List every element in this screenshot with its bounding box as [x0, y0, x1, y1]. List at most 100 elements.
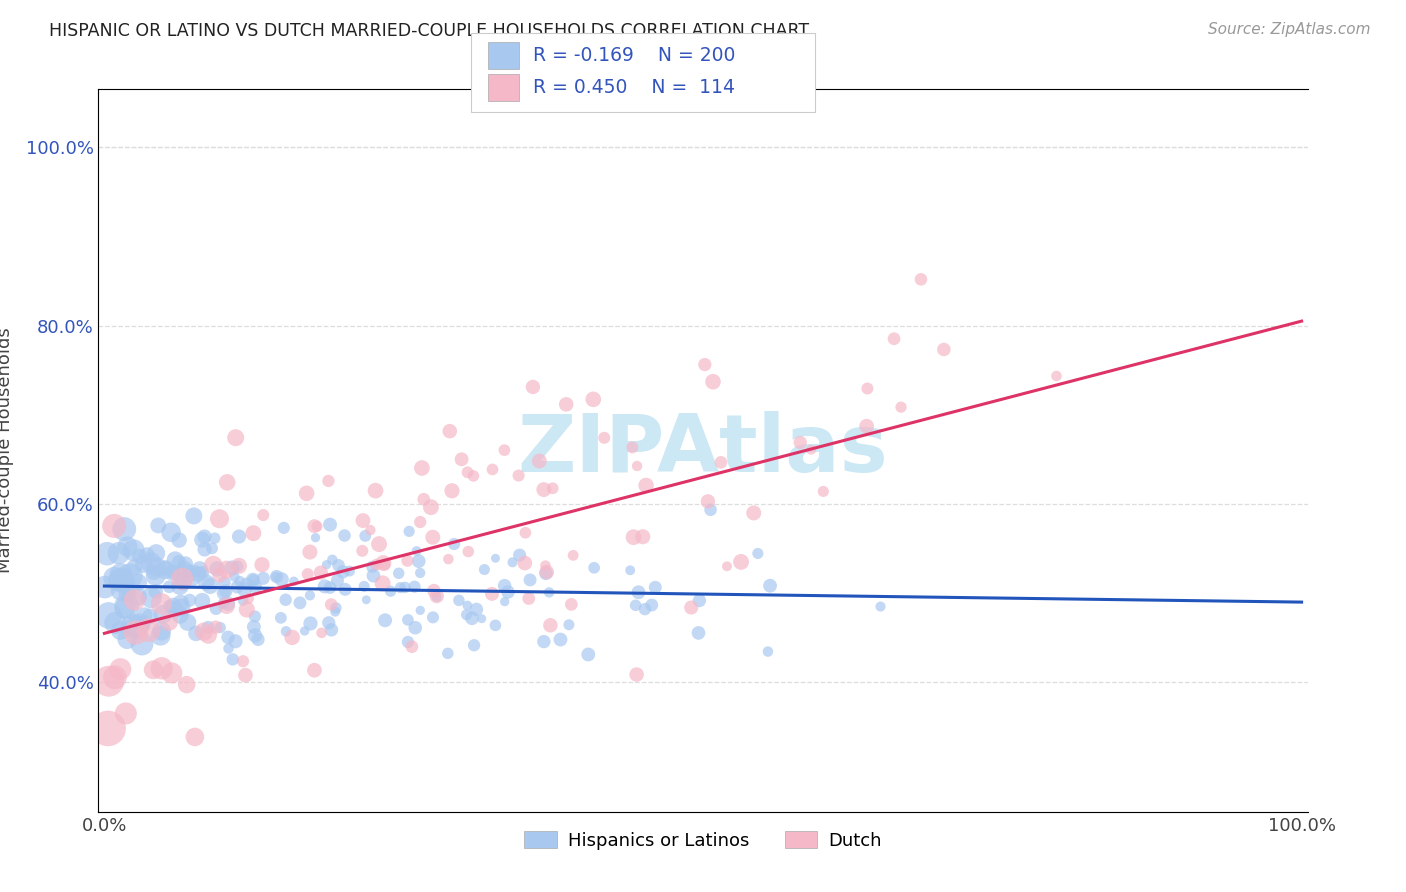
- Point: [368, 537, 391, 551]
- Point: [243, 609, 266, 624]
- Point: [226, 559, 249, 574]
- Point: [96, 547, 118, 561]
- Point: [699, 503, 721, 517]
- Point: [191, 533, 214, 547]
- Point: [533, 634, 555, 648]
- Point: [396, 613, 419, 627]
- Point: [194, 542, 217, 557]
- Point: [236, 576, 259, 591]
- Point: [122, 619, 145, 633]
- Point: [222, 652, 245, 666]
- Point: [139, 609, 162, 624]
- Point: [326, 574, 349, 588]
- Point: [304, 519, 326, 533]
- Point: [238, 591, 260, 606]
- Point: [541, 481, 564, 495]
- Point: [283, 574, 305, 589]
- Point: [494, 443, 516, 458]
- Point: [422, 530, 444, 544]
- Point: [426, 590, 449, 604]
- Point: [252, 508, 274, 522]
- Point: [298, 588, 321, 602]
- Point: [163, 565, 186, 579]
- Point: [242, 573, 264, 587]
- Point: [463, 469, 485, 483]
- Point: [693, 358, 716, 372]
- Point: [747, 546, 769, 560]
- Point: [688, 626, 710, 640]
- Point: [789, 435, 811, 450]
- Point: [134, 608, 156, 623]
- Point: [321, 598, 343, 612]
- Point: [114, 601, 136, 615]
- Point: [294, 624, 316, 638]
- Point: [447, 593, 470, 607]
- Point: [409, 566, 432, 580]
- Point: [440, 483, 463, 498]
- Point: [688, 593, 710, 607]
- Point: [124, 593, 146, 607]
- Point: [813, 484, 835, 499]
- Point: [311, 625, 333, 640]
- Point: [371, 576, 394, 591]
- Point: [188, 562, 211, 576]
- Point: [217, 597, 239, 611]
- Point: [243, 579, 266, 593]
- Point: [401, 640, 423, 654]
- Point: [212, 596, 235, 610]
- Point: [131, 616, 153, 631]
- Point: [205, 562, 228, 576]
- Point: [157, 615, 180, 629]
- Point: [465, 602, 488, 616]
- Point: [494, 594, 516, 608]
- Point: [104, 615, 127, 630]
- Point: [117, 540, 139, 554]
- Point: [115, 599, 138, 614]
- Point: [115, 579, 138, 593]
- Point: [107, 546, 129, 560]
- Point: [869, 599, 891, 614]
- Point: [172, 572, 194, 586]
- Point: [184, 564, 207, 578]
- Point: [634, 602, 657, 616]
- Point: [484, 618, 506, 632]
- Point: [534, 566, 557, 581]
- Point: [323, 605, 346, 619]
- Y-axis label: Married-couple Households: Married-couple Households: [0, 327, 14, 574]
- Point: [197, 620, 219, 634]
- Point: [437, 552, 460, 566]
- Point: [562, 549, 585, 563]
- Point: [172, 574, 194, 589]
- Point: [108, 574, 131, 588]
- Point: [457, 466, 479, 480]
- Point: [169, 568, 191, 582]
- Point: [191, 594, 214, 608]
- Point: [305, 519, 328, 533]
- Point: [471, 612, 494, 626]
- Point: [110, 583, 132, 598]
- Point: [463, 638, 485, 652]
- Point: [513, 556, 536, 570]
- Point: [422, 610, 444, 624]
- Point: [160, 525, 183, 540]
- Point: [215, 563, 238, 577]
- Point: [756, 644, 779, 658]
- Point: [494, 579, 516, 593]
- Point: [356, 592, 378, 607]
- Point: [247, 632, 270, 647]
- Point: [800, 442, 823, 457]
- Point: [328, 558, 350, 573]
- Point: [353, 579, 375, 593]
- Point: [321, 553, 343, 567]
- Point: [319, 581, 342, 595]
- Point: [297, 567, 319, 582]
- Point: [624, 599, 647, 613]
- Point: [217, 631, 239, 645]
- Point: [125, 625, 148, 640]
- Point: [120, 569, 142, 583]
- Point: [855, 419, 877, 434]
- Point: [150, 597, 173, 611]
- Point: [270, 611, 292, 625]
- Point: [560, 598, 582, 612]
- Point: [555, 397, 578, 411]
